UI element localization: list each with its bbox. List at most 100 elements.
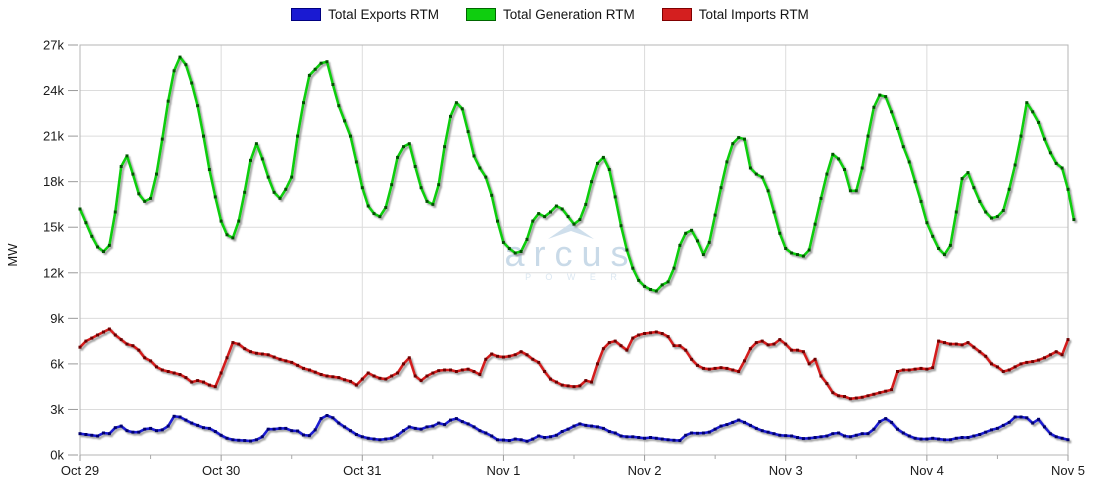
data-point-marker [337,376,341,380]
data-point-marker [631,336,635,340]
data-point-marker [513,251,517,255]
data-point-marker [272,355,276,359]
y-tick-label: 18k [43,174,64,189]
data-point-marker [537,212,541,216]
legend-label-total-exports-rtm: Total Exports RTM [328,7,439,22]
data-point-marker [178,373,182,376]
data-point-marker [872,392,876,396]
data-point-marker [578,218,582,222]
data-point-marker [625,435,629,439]
data-point-marker [331,83,335,86]
data-point-marker [1007,187,1011,191]
data-point-marker [113,333,117,337]
data-point-marker [790,251,794,255]
data-point-marker [260,352,264,356]
data-point-marker [725,366,729,370]
data-point-marker [860,166,864,170]
data-point-marker [843,168,846,171]
data-point-marker [966,341,970,345]
data-point-marker [402,429,405,433]
data-point-marker [319,61,323,65]
data-point-marker [554,433,558,437]
data-point-marker [960,436,964,439]
data-point-marker [478,429,482,433]
legend-item-total-exports-rtm[interactable]: Total Exports RTM [291,7,439,22]
data-point-marker [549,210,552,214]
data-point-marker [360,435,364,439]
data-point-marker [525,237,529,241]
data-point-marker [372,212,376,216]
data-point-marker [137,348,141,352]
data-point-marker [872,105,876,109]
data-point-marker [349,134,352,138]
data-point-marker [1037,417,1041,421]
data-point-marker [84,221,88,225]
data-point-marker [190,81,194,85]
data-point-marker [978,350,982,354]
data-point-marker [784,247,788,250]
data-point-marker [443,145,447,149]
data-point-marker [666,335,670,339]
data-point-marker [137,430,141,434]
data-point-marker [590,380,594,384]
data-point-marker [872,427,876,431]
data-point-marker [596,161,599,165]
legend-item-total-imports-rtm[interactable]: Total Imports RTM [661,7,809,22]
data-point-marker [907,434,911,438]
data-point-marker [172,69,176,73]
data-point-marker [78,207,82,211]
data-point-marker [754,172,758,176]
data-point-marker [748,423,752,427]
data-point-marker [701,253,705,257]
data-point-marker [725,423,729,427]
data-point-marker [96,245,100,249]
data-point-marker [231,438,235,442]
data-point-marker [684,231,688,235]
data-point-marker [525,353,529,357]
data-point-marker [643,284,647,288]
legend-swatch-total-generation-rtm [465,8,496,21]
data-point-marker [396,371,400,375]
watermark-logo-icon [548,223,594,239]
data-point-marker [884,389,888,393]
data-point-marker [631,435,635,439]
data-point-marker [501,355,505,359]
data-point-marker [678,439,682,443]
data-point-marker [231,341,235,345]
data-point-marker [219,371,223,375]
data-point-marker [460,368,464,372]
data-point-marker [625,348,629,352]
data-point-marker [701,366,705,370]
data-point-marker [637,436,641,439]
data-point-marker [913,180,917,184]
data-point-marker [137,192,141,196]
data-point-marker [213,385,217,389]
data-point-marker [184,418,188,422]
data-point-marker [84,339,88,343]
data-point-marker [372,374,376,378]
data-point-marker [313,428,317,432]
data-point-marker [1054,435,1058,439]
data-point-marker [672,438,676,442]
data-point-marker [737,136,741,140]
data-point-marker [696,363,699,367]
data-point-marker [149,359,153,363]
data-point-marker [719,366,723,370]
data-point-marker [778,231,782,235]
data-point-marker [366,371,370,375]
data-point-marker [966,436,970,439]
data-point-marker [319,373,323,376]
data-point-marker [796,436,799,439]
data-point-marker [678,344,682,348]
data-point-marker [143,427,147,431]
data-point-marker [1066,187,1070,191]
data-point-marker [213,195,217,199]
data-point-marker [578,422,582,426]
data-point-marker [219,433,223,437]
data-point-marker [254,351,258,355]
data-point-marker [896,370,899,373]
legend-item-total-generation-rtm[interactable]: Total Generation RTM [465,7,635,22]
data-point-marker [460,420,464,424]
data-point-marker [425,199,429,203]
data-point-marker [472,154,476,158]
